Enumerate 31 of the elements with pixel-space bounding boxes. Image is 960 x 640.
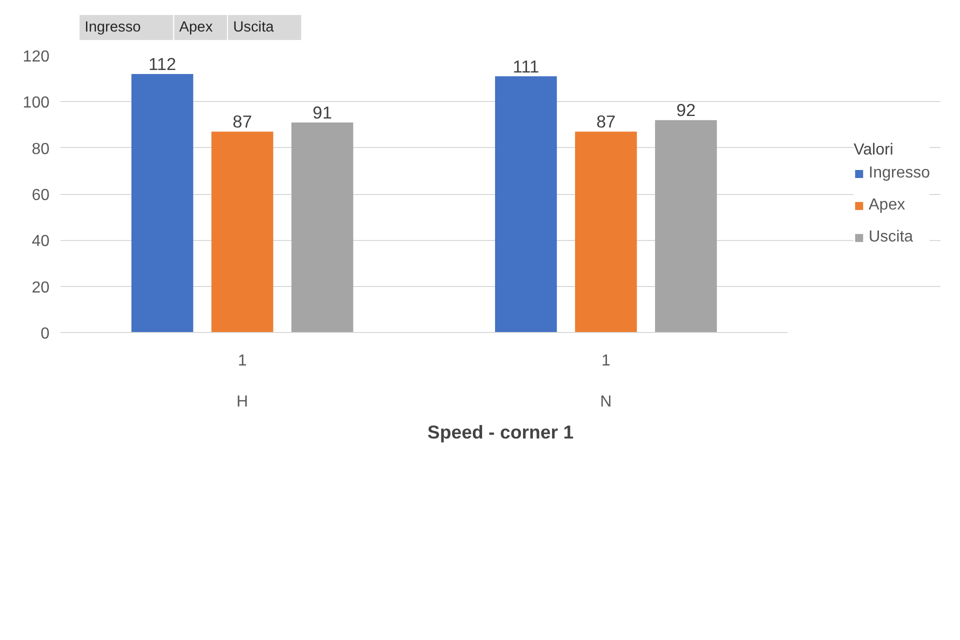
text: Uscita [233, 20, 275, 36]
legend-title: Valori [854, 141, 894, 159]
bar [131, 74, 194, 332]
text: N [600, 393, 612, 410]
text: Apex [179, 20, 214, 36]
y-tick-label: 40 [32, 233, 50, 250]
data-label: 92 [676, 100, 696, 120]
x-tick-label: 1 [602, 352, 611, 370]
x-tick-label: 1 [238, 352, 247, 370]
bar [655, 120, 717, 332]
y-tick-label: 80 [32, 140, 50, 158]
y-tick-label: 120 [22, 48, 50, 66]
data-label: 111 [512, 56, 540, 76]
y-tick-label: 0 [40, 326, 50, 342]
text: H [236, 393, 248, 410]
bar [291, 122, 354, 332]
y-tick-label: 100 [22, 94, 50, 112]
y-tick-label: 60 [32, 187, 50, 204]
data-label: 112 [148, 54, 176, 74]
bar [495, 76, 557, 332]
data-label: 87 [596, 112, 616, 132]
text: Ingresso [84, 20, 141, 36]
legend-label: Apex [868, 196, 906, 214]
bar [575, 132, 637, 332]
x-axis-title: Speed - corner 1 [427, 421, 574, 442]
data-label: 91 [312, 102, 332, 122]
data-label: 87 [232, 112, 252, 132]
legend-label: Uscita [868, 228, 914, 246]
y-tick-label: 20 [32, 279, 50, 296]
bar [211, 132, 274, 332]
legend-label: Ingresso [868, 164, 930, 182]
